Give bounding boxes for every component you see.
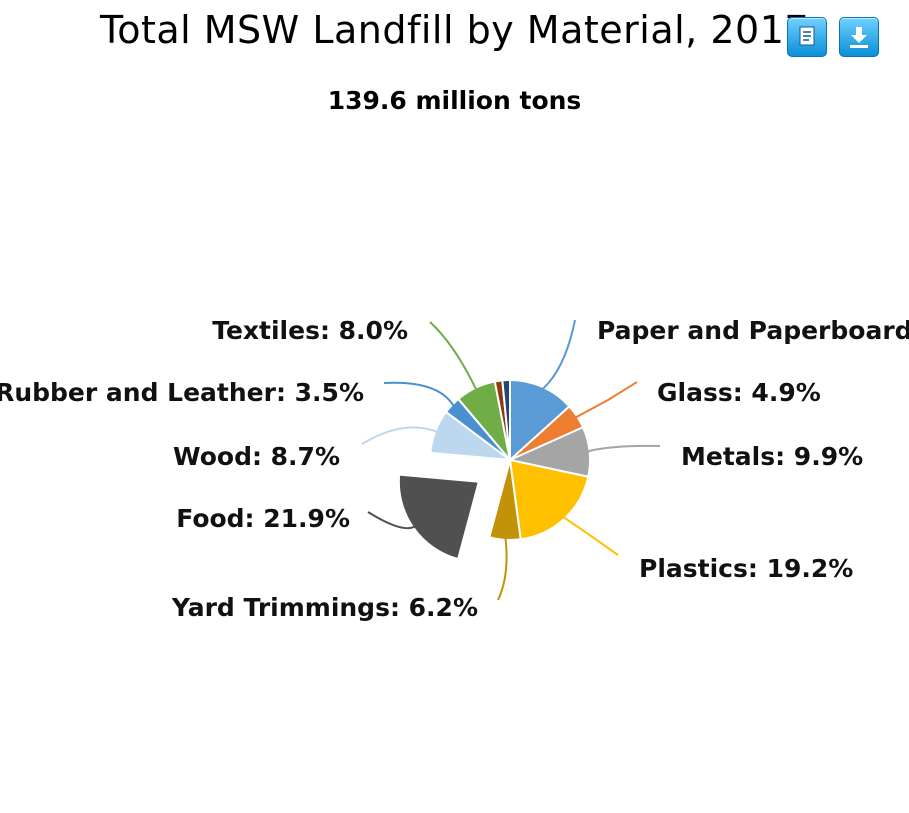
slice-label: Food: 21.9% <box>176 504 350 533</box>
pie-slice-paper-and-paperboard[interactable] <box>509 378 571 463</box>
slice-labels: Paper and Paperboard Glass: 4.9% Metals: 9… <box>0 316 909 622</box>
slice-label: Rubber and Leather: 3.5% <box>0 378 364 407</box>
leader-line <box>367 511 418 530</box>
leader-line <box>383 381 456 409</box>
chart-subtitle: 139.6 million tons <box>327 86 582 115</box>
chart-toolbar <box>787 17 879 57</box>
leader-line <box>561 514 619 556</box>
print-button[interactable] <box>787 17 827 57</box>
print-icon <box>799 26 815 46</box>
leader-lines <box>361 319 661 601</box>
slice-label: Plastics: 19.2% <box>639 554 853 583</box>
slice-label: Textiles: 8.0% <box>212 316 408 345</box>
slice-label: Yard Trimmings: 6.2% <box>171 593 478 622</box>
pie-slice-food[interactable] <box>397 473 481 561</box>
leader-line <box>497 535 508 601</box>
pie-slices <box>397 378 591 561</box>
leader-line <box>361 426 440 445</box>
leader-line <box>573 381 638 420</box>
slice-label: Wood: 8.7% <box>173 442 340 471</box>
leader-line <box>585 444 661 453</box>
slice-label: Metals: 9.9% <box>681 442 863 471</box>
slice-label: Paper and Paperboard <box>597 316 909 345</box>
slice-label: Glass: 4.9% <box>657 378 821 407</box>
download-button[interactable] <box>839 17 879 57</box>
leader-line <box>429 321 479 392</box>
chart-title: Total MSW Landfill by Material, 2017 <box>99 8 810 52</box>
pie-slice-other-2[interactable] <box>501 378 511 461</box>
leader-line <box>540 319 576 392</box>
download-icon <box>850 27 868 48</box>
